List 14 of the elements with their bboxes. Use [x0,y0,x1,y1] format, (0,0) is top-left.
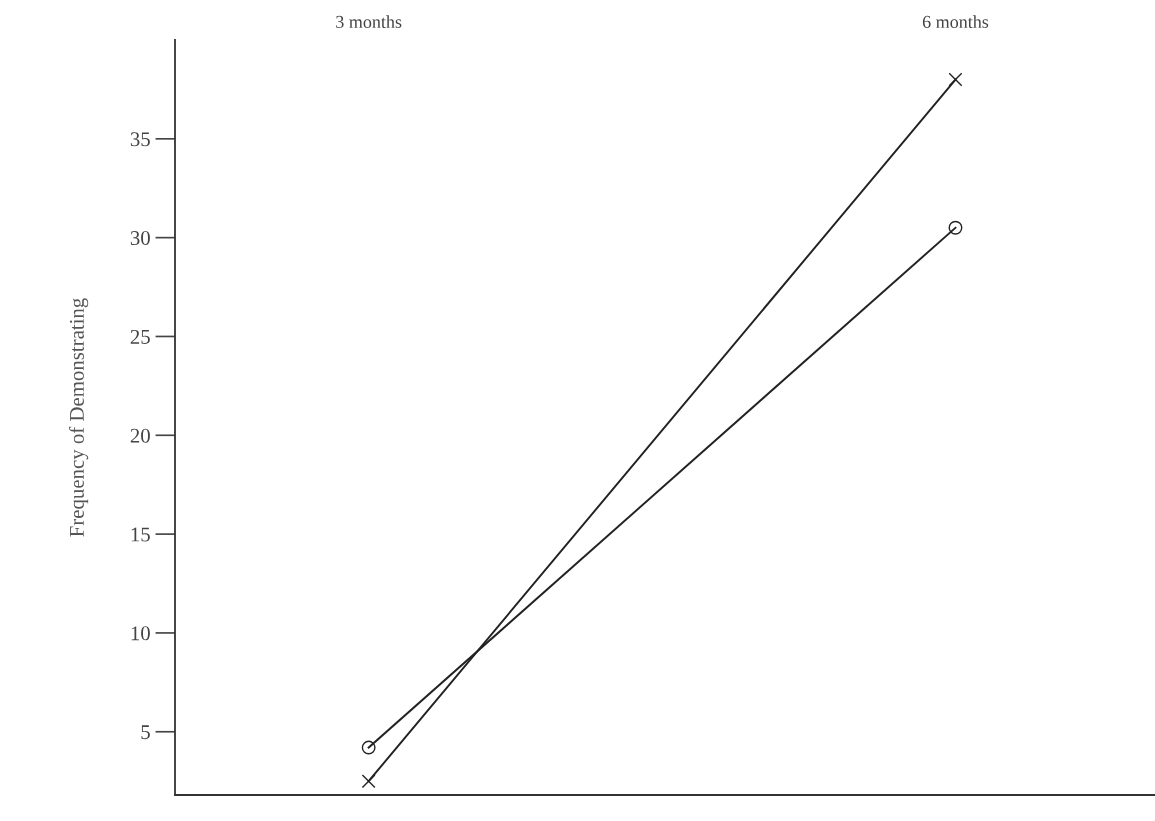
point [948,72,963,87]
y-tick-label: 10 [131,626,150,641]
y-tick-label: 25 [130,329,150,344]
y-tick-label: 5 [141,725,150,740]
x-tick-label: 3 months [336,15,402,28]
point [361,774,376,789]
point [361,740,376,755]
y-tick-label: 15 [131,527,150,542]
y-tick-label: 30 [130,231,150,246]
point [948,220,963,235]
y-tick-label: 35 [130,132,150,147]
x-tick-label: 6 months [922,15,989,28]
y-tick-label: 20 [130,428,150,443]
y-axis-title: Frequency of Demonstrating [69,298,89,537]
